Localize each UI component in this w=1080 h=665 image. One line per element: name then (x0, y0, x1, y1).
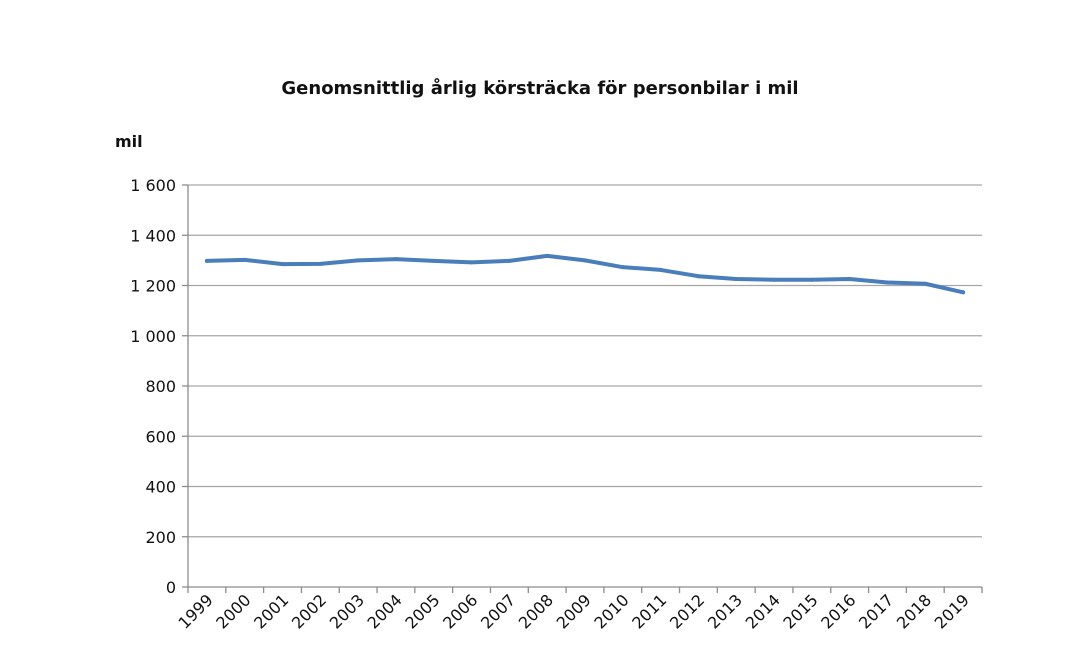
x-tick-label: 2003 (326, 590, 368, 632)
data-point-2006 (469, 260, 474, 265)
data-point-2010 (620, 265, 625, 270)
data-point-2000 (242, 257, 247, 262)
x-tick-label: 2004 (364, 590, 406, 632)
data-point-2011 (658, 267, 663, 272)
y-tick-label: 400 (145, 478, 176, 497)
x-tick-label: 2001 (250, 590, 292, 632)
x-tick-label: 2006 (439, 590, 481, 632)
data-point-2016 (847, 276, 852, 281)
x-tick-label: 2016 (817, 590, 859, 632)
x-tick-label: 2018 (893, 590, 935, 632)
data-point-2013 (734, 276, 739, 281)
x-tick-label: 2005 (401, 590, 443, 632)
x-tick-label: 2008 (515, 590, 557, 632)
data-point-2017 (885, 280, 890, 285)
data-point-2007 (507, 258, 512, 263)
x-tick-label: 2000 (212, 590, 254, 632)
data-point-2008 (545, 253, 550, 258)
x-tick-label: 2009 (553, 590, 595, 632)
y-tick-label: 1 000 (130, 327, 176, 346)
x-tick-labels: 1999200020012002200320042005200620072008… (175, 590, 973, 632)
data-point-2012 (696, 274, 701, 279)
x-tick-label: 1999 (175, 590, 217, 632)
x-tick-label: 2017 (855, 590, 897, 632)
series-layer (204, 253, 966, 295)
x-tick-label: 2015 (779, 590, 821, 632)
x-tick-label: 2013 (704, 590, 746, 632)
y-tick-label: 1 600 (130, 176, 176, 195)
y-tick-label: 0 (166, 578, 176, 597)
y-tick-label: 800 (145, 377, 176, 396)
data-point-2004 (393, 257, 398, 262)
data-point-2002 (318, 261, 323, 266)
data-point-2014 (772, 277, 777, 282)
data-point-2009 (583, 258, 587, 263)
y-axis-unit-label: mil (115, 132, 143, 151)
y-tick-label: 1 200 (130, 277, 176, 296)
x-tick-label: 2010 (590, 590, 632, 632)
data-point-1999 (204, 258, 209, 263)
x-tick-label: 2019 (931, 590, 973, 632)
data-point-2001 (280, 262, 285, 267)
data-point-2018 (923, 281, 928, 286)
y-tick-label: 600 (145, 427, 176, 446)
x-tick-label: 2012 (666, 590, 708, 632)
data-point-2005 (431, 258, 436, 263)
axes (182, 184, 983, 593)
gridlines (188, 184, 982, 538)
y-tick-labels: 0 200 400 600 800 1 000 1 200 1 400 1 600 (130, 176, 176, 597)
data-point-2019 (961, 290, 966, 295)
x-tick-label: 2007 (477, 590, 519, 632)
chart-title: Genomsnittlig årlig körsträcka för perso… (281, 77, 798, 99)
data-point-2003 (356, 258, 361, 263)
x-tick-label: 2014 (742, 590, 784, 632)
y-tick-label: 1 400 (130, 226, 176, 245)
y-tick-label: 200 (145, 528, 176, 547)
x-tick-label: 2002 (288, 590, 330, 632)
data-point-2015 (809, 277, 814, 282)
x-tick-label: 2011 (628, 590, 670, 632)
